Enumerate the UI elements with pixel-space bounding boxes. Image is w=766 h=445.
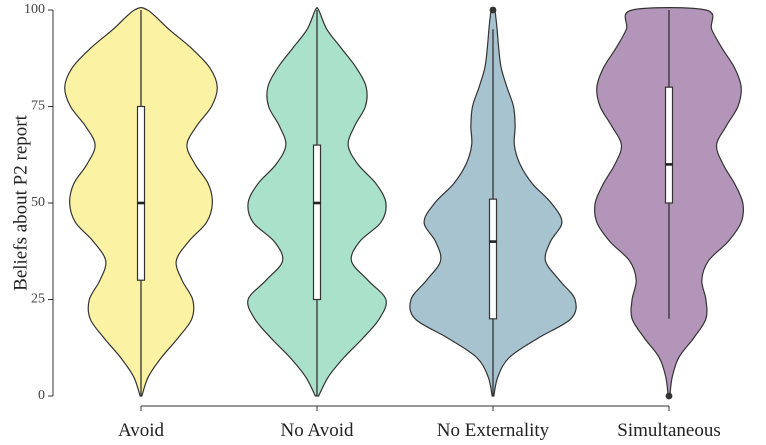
y-tick-label: 0 (38, 388, 45, 403)
outlier-point-no-externality (489, 6, 497, 14)
axes-layer: 0 25 50 75 100 Avoid No Avoid No Externality Sim… (24, 2, 721, 441)
x-tick-label: Simultaneous (617, 420, 720, 441)
violin-group-no-externality (409, 6, 577, 397)
violin-group-no-avoid (247, 6, 387, 397)
x-tick-label: No Avoid (280, 420, 354, 441)
y-tick-label: 25 (31, 292, 45, 307)
y-tick-label: 75 (31, 99, 45, 114)
box-avoid (136, 105, 146, 281)
x-tick-label: Avoid (118, 420, 165, 441)
y-tick-label: 100 (24, 2, 45, 17)
box-no-externality (488, 198, 498, 320)
box-simultaneous (664, 86, 674, 204)
box-no-avoid (312, 144, 322, 301)
outlier-point-simultaneous (665, 392, 673, 400)
x-tick-label: No Externality (437, 420, 550, 441)
violin-layer (64, 6, 745, 400)
y-tick-label: 50 (31, 195, 45, 210)
y-axis-title: Beliefs about P2 report (10, 114, 31, 290)
violin-group-simultaneous (593, 7, 745, 400)
violin-group-avoid (64, 6, 218, 397)
